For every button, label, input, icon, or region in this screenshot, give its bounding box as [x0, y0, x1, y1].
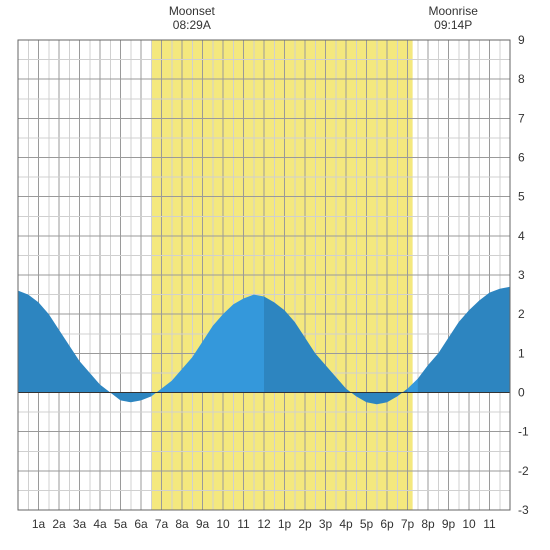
svg-text:8: 8	[518, 72, 525, 86]
svg-text:-3: -3	[518, 503, 529, 517]
svg-text:5p: 5p	[360, 517, 374, 531]
svg-text:0: 0	[518, 386, 525, 400]
svg-text:7p: 7p	[401, 517, 415, 531]
svg-text:7a: 7a	[155, 517, 169, 531]
svg-text:10: 10	[462, 517, 476, 531]
svg-text:3p: 3p	[319, 517, 333, 531]
svg-text:6a: 6a	[134, 517, 148, 531]
svg-text:1: 1	[518, 346, 525, 360]
moonrise-name: Moonrise	[423, 4, 483, 18]
svg-text:8a: 8a	[175, 517, 189, 531]
svg-text:11: 11	[483, 517, 496, 531]
svg-text:6: 6	[518, 151, 525, 165]
svg-text:10: 10	[216, 517, 230, 531]
svg-text:1a: 1a	[32, 517, 46, 531]
moonset-label: Moonset 08:29A	[162, 4, 222, 33]
svg-text:9a: 9a	[196, 517, 210, 531]
svg-text:3: 3	[518, 268, 525, 282]
svg-text:8p: 8p	[421, 517, 435, 531]
svg-text:11: 11	[237, 517, 250, 531]
svg-text:-2: -2	[518, 464, 529, 478]
tide-chart: -3-2-101234567891a2a3a4a5a6a7a8a9a101112…	[0, 0, 550, 550]
svg-text:2a: 2a	[52, 517, 66, 531]
svg-text:9: 9	[518, 33, 525, 47]
svg-text:5a: 5a	[114, 517, 128, 531]
svg-text:4: 4	[518, 229, 525, 243]
moonrise-label: Moonrise 09:14P	[423, 4, 483, 33]
svg-text:7: 7	[518, 111, 525, 125]
svg-text:1p: 1p	[278, 517, 292, 531]
svg-text:2: 2	[518, 307, 525, 321]
moonrise-time: 09:14P	[423, 18, 483, 32]
chart-canvas: -3-2-101234567891a2a3a4a5a6a7a8a9a101112…	[0, 0, 550, 550]
moonset-time: 08:29A	[162, 18, 222, 32]
svg-text:12: 12	[257, 517, 271, 531]
svg-text:6p: 6p	[380, 517, 394, 531]
moonset-name: Moonset	[162, 4, 222, 18]
svg-text:3a: 3a	[73, 517, 87, 531]
svg-text:4a: 4a	[93, 517, 107, 531]
svg-text:4p: 4p	[339, 517, 353, 531]
svg-text:-1: -1	[518, 425, 529, 439]
svg-text:5: 5	[518, 190, 525, 204]
svg-text:2p: 2p	[298, 517, 312, 531]
svg-text:9p: 9p	[442, 517, 456, 531]
